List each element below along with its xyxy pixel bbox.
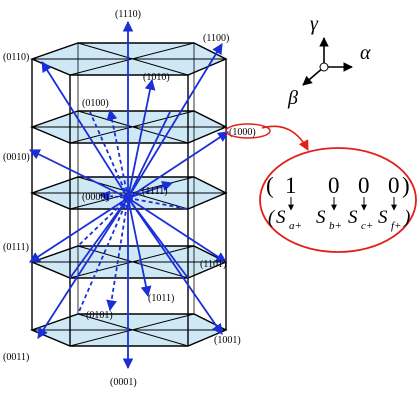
callout-connector: [261, 125, 309, 151]
value-a: 1: [285, 173, 297, 198]
label-1011: (1011): [148, 293, 174, 304]
gamma-label: γ: [310, 13, 319, 35]
close-paren-top: ): [402, 173, 410, 198]
arrow-1000: [127, 131, 229, 199]
arrow-0111: [29, 197, 129, 263]
value-f: 0: [388, 173, 400, 198]
arrow-1101: [127, 197, 227, 263]
label-0010: (0010): [3, 152, 30, 163]
arrow-0100: [106, 108, 129, 199]
arrow-1010: [127, 78, 156, 199]
symbol-c-sub: c+: [361, 220, 373, 232]
arrow-1001: [127, 197, 223, 335]
open-paren-bottom: (: [268, 207, 276, 228]
arrow-0011: [37, 197, 129, 339]
symbol-a-sub: a+: [289, 220, 302, 232]
beta-label: β: [287, 87, 298, 109]
symbol-a: S: [276, 207, 286, 228]
symbol-c: S: [348, 207, 358, 228]
label-1100: (1100): [203, 33, 229, 44]
symbol-b-sub: b+: [329, 220, 342, 232]
symbol-f-sub: f+: [391, 220, 401, 232]
label-0011: (0011): [3, 352, 29, 363]
label-1111: (1111): [142, 186, 168, 197]
arrow-0010: [29, 149, 129, 199]
close-paren-bottom: ): [403, 207, 410, 228]
callout: ( 1 0 0 0 ) ( S a+ S b+ S c+ S f+ ): [225, 123, 417, 253]
origin-node: [123, 193, 133, 203]
label-1101: (1101): [200, 259, 226, 270]
arrow-0101: [106, 197, 129, 312]
highlight-1000: [225, 123, 271, 139]
open-paren-top: (: [266, 173, 274, 198]
value-b: 0: [328, 173, 340, 198]
label-0100: (0100): [82, 98, 109, 109]
symbol-b: S: [316, 207, 326, 228]
value-c: 0: [358, 173, 370, 198]
label-0110: (0110): [3, 52, 29, 63]
label-1000: (1000): [229, 127, 256, 138]
vertex-labels: (1110) (1100) (0110) (1010) (0100) (1000…: [3, 9, 256, 388]
label-0111: (0111): [3, 242, 29, 253]
arrow-1011: [127, 197, 152, 298]
arrow-1111: [127, 181, 174, 199]
label-0001: (0001): [110, 377, 137, 388]
arrow-0110: [41, 61, 129, 199]
callout-ellipse: [259, 147, 417, 253]
axes-glyph: γ α β: [287, 13, 371, 109]
alpha-label: α: [360, 42, 371, 64]
label-0101: (0101): [86, 310, 113, 321]
label-1001: (1001): [214, 335, 241, 346]
state-arrows: [29, 20, 229, 370]
label-1110: (1110): [115, 9, 141, 20]
label-0000: (0000): [82, 192, 109, 203]
arrow-1100: [127, 43, 223, 199]
label-1010: (1010): [143, 72, 170, 83]
symbol-f: S: [378, 207, 388, 228]
